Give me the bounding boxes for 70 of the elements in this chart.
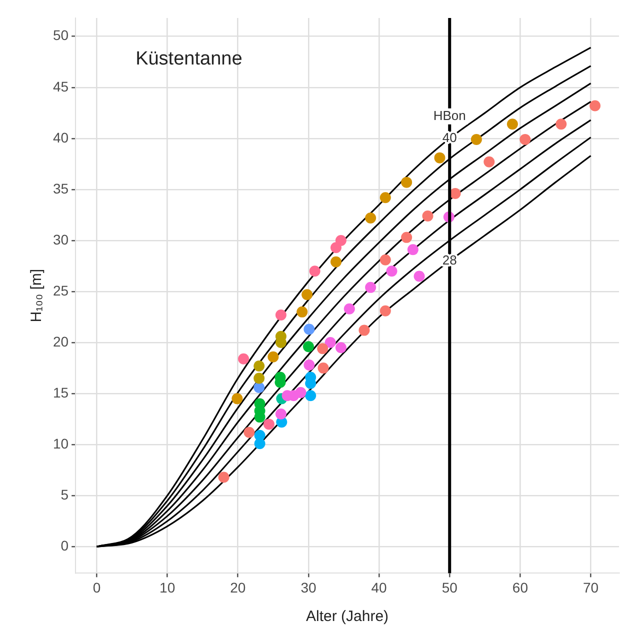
- point: [506, 118, 518, 130]
- point: [520, 134, 531, 145]
- point: [380, 192, 391, 204]
- point: [484, 156, 495, 168]
- point: [305, 390, 316, 402]
- point: [254, 438, 266, 450]
- x-tick-label: 30: [300, 579, 316, 596]
- point: [330, 256, 342, 268]
- y-tick-label: 5: [60, 486, 69, 502]
- point: [365, 212, 376, 224]
- point: [422, 210, 434, 222]
- text: Küstentanne: [136, 48, 242, 70]
- point: [380, 254, 391, 266]
- point: [386, 266, 398, 277]
- point: [414, 270, 425, 282]
- point: [401, 176, 412, 188]
- x-tick-label: 50: [442, 579, 458, 596]
- point: [318, 362, 329, 374]
- point: [254, 382, 265, 393]
- point: [268, 351, 279, 362]
- y-axis-title: H₁₀₀ [m]: [28, 268, 46, 322]
- point: [407, 244, 418, 256]
- point: [344, 303, 355, 314]
- point: [254, 372, 265, 384]
- point: [358, 324, 370, 336]
- x-axis-title: Alter (Jahre): [306, 608, 389, 626]
- point: [304, 360, 315, 370]
- y-tick-label: 15: [52, 384, 69, 400]
- point: [302, 341, 314, 352]
- point: [365, 282, 376, 293]
- y-tick-label: 0: [60, 538, 69, 554]
- point: [304, 324, 315, 335]
- point: [238, 353, 250, 364]
- y-tick-label: 30: [52, 231, 69, 248]
- point: [263, 418, 274, 430]
- point: [296, 306, 308, 318]
- point: [335, 342, 346, 354]
- point: [590, 100, 601, 112]
- point: [254, 360, 265, 372]
- point: [324, 337, 336, 348]
- point: [218, 472, 230, 483]
- y-tick-label: 25: [52, 282, 69, 298]
- x-tick-label: 60: [512, 579, 528, 596]
- y-tick-label: 35: [52, 180, 69, 196]
- point: [470, 134, 482, 145]
- point: [434, 152, 446, 164]
- x-tick-label: 10: [160, 579, 176, 596]
- point: [401, 232, 412, 243]
- x-tick-label: 70: [582, 579, 599, 596]
- x-tick-label: 20: [230, 579, 246, 596]
- y-tick-label: 20: [52, 333, 69, 350]
- y-tick-label: 50: [52, 27, 69, 44]
- x-tick-label: 0: [92, 579, 101, 596]
- point: [302, 289, 313, 300]
- point: [380, 305, 391, 316]
- y-tick-label: 45: [52, 78, 69, 94]
- point: [244, 426, 255, 438]
- point: [556, 118, 567, 130]
- point: [450, 188, 461, 200]
- point: [335, 234, 346, 246]
- y-tick-label: 10: [52, 435, 69, 452]
- point: [309, 266, 320, 277]
- ref-line-label: HBon: [433, 108, 466, 124]
- point: [275, 408, 286, 420]
- x-tick-label: 40: [371, 579, 388, 596]
- point: [317, 343, 328, 354]
- point: [295, 387, 306, 398]
- point: [275, 309, 286, 320]
- point: [232, 393, 243, 404]
- y-tick-label: 40: [52, 129, 69, 146]
